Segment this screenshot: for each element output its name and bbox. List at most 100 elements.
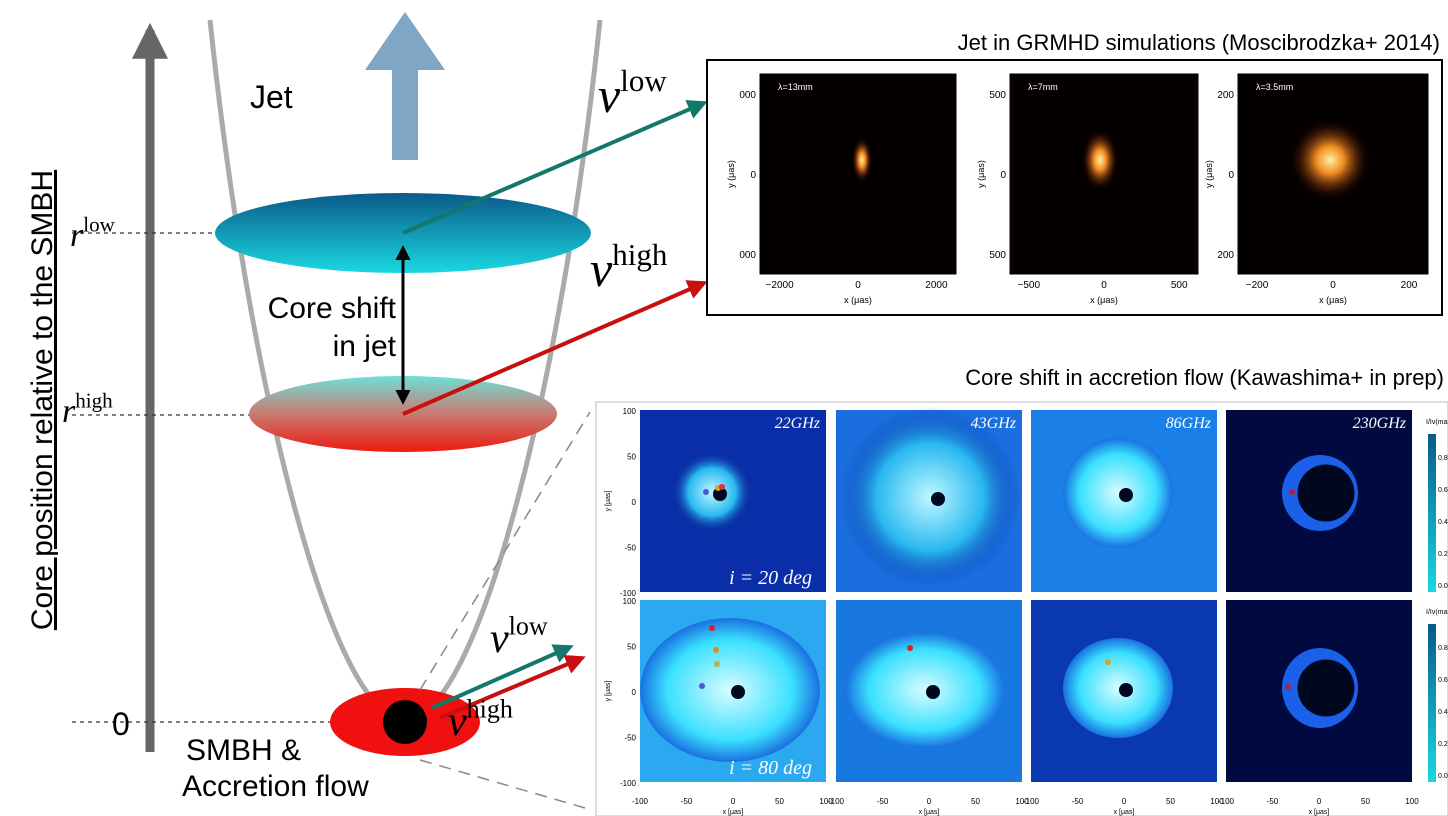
core-marker <box>719 484 725 490</box>
core-shift-label: Core shift <box>268 292 397 325</box>
emission <box>640 618 820 762</box>
x-tick-label: 0 <box>1330 280 1336 291</box>
x-tick-label: -50 <box>1267 797 1279 806</box>
shadow <box>926 685 940 699</box>
level-high: rhigh <box>62 389 113 430</box>
math-sup: high <box>467 694 513 723</box>
math-base: ν <box>598 67 621 123</box>
colorbar <box>1428 624 1436 782</box>
core-marker <box>714 661 720 667</box>
smbh-label: SMBH & <box>186 734 301 767</box>
x-axis-label: x (μas) <box>844 295 872 305</box>
colorbar-tick-label: 0.0 <box>1438 773 1448 780</box>
x-tick-label: 0 <box>1101 280 1107 291</box>
y-tick-label: 500 <box>989 90 1006 101</box>
math-sup: high <box>75 389 113 413</box>
x-tick-label: −500 <box>1018 280 1041 291</box>
x-tick-label: 500 <box>1171 280 1188 291</box>
x-tick-label: −200 <box>1246 280 1269 291</box>
math-base: ν <box>490 616 509 662</box>
emission <box>672 452 752 532</box>
core-marker <box>1285 684 1291 690</box>
level-low: rlow <box>70 213 116 254</box>
jet-glow <box>852 138 872 182</box>
x-tick-label: 0 <box>927 797 932 806</box>
y-tick-label: 100 <box>623 597 637 606</box>
jet-glow <box>1082 130 1118 190</box>
math-base: ν <box>448 699 467 745</box>
emission <box>1063 438 1173 548</box>
x-tick-label: 50 <box>775 797 784 806</box>
colorbar-tick-label: 0.6 <box>1438 677 1448 684</box>
black-hole <box>383 700 427 744</box>
core-shift-label: in jet <box>333 330 397 363</box>
nu-label: νhigh <box>590 237 668 297</box>
x-axis-label: x [μas] <box>723 809 744 816</box>
x-tick-label: 0 <box>731 797 736 806</box>
nu-label: νhigh <box>448 694 513 745</box>
wavelength-label: λ=3.5mm <box>1256 82 1293 92</box>
y-tick-label: 0 <box>632 498 637 507</box>
y-tick-label: 0 <box>632 688 637 697</box>
x-tick-label: -50 <box>877 797 889 806</box>
axis-label: Core position relative to the SMBH <box>26 170 59 630</box>
shadow <box>731 685 745 699</box>
jet-label: Jet <box>250 79 293 115</box>
x-tick-label: -100 <box>632 797 649 806</box>
shadow <box>931 492 945 506</box>
y-tick-label: 200 <box>1217 250 1234 261</box>
x-tick-label: -100 <box>1218 797 1235 806</box>
jet-glow <box>1290 120 1370 200</box>
wavelength-label: λ=7mm <box>1028 82 1058 92</box>
colorbar-tick-label: 0.2 <box>1438 741 1448 748</box>
x-tick-label: 0 <box>1317 797 1322 806</box>
dynamic: Core position relative to the SMBH rlow rh… <box>26 30 1448 816</box>
x-tick-label: 0 <box>1122 797 1127 806</box>
colorbar-tick-label: 0.6 <box>1438 487 1448 494</box>
y-tick-label: -50 <box>624 734 636 743</box>
panel-title: Jet in GRMHD simulations (Moscibrodzka+ … <box>958 30 1440 55</box>
x-tick-label: 50 <box>971 797 980 806</box>
colorbar-tick-label: 0.4 <box>1438 709 1448 716</box>
y-tick-label: 500 <box>989 250 1006 261</box>
inclination-label: i = 80 deg <box>729 757 812 779</box>
x-tick-label: 200 <box>1401 280 1418 291</box>
y-tick-label: 50 <box>627 643 636 652</box>
nu-label: νlow <box>598 63 667 123</box>
colorbar <box>1428 434 1436 592</box>
x-axis-label: x (μas) <box>1319 295 1347 305</box>
y-tick-label: 000 <box>739 250 756 261</box>
x-tick-label: 50 <box>1361 797 1370 806</box>
y-tick-label: 100 <box>623 407 637 416</box>
panel-title: Core shift in accretion flow (Kawashima+… <box>965 365 1444 390</box>
colorbar-tick-label: 0.4 <box>1438 519 1448 526</box>
colorbar-tick-label: 0.8 <box>1438 455 1448 462</box>
frequency-label: 43GHz <box>971 415 1017 432</box>
x-axis-label: x [μas] <box>1309 809 1330 816</box>
core-marker <box>713 647 719 653</box>
x-axis-label: x (μas) <box>1090 295 1118 305</box>
core-marker <box>699 683 705 689</box>
y-tick-label: 200 <box>1217 90 1234 101</box>
math-sup: high <box>612 237 668 272</box>
x-tick-label: -50 <box>681 797 693 806</box>
emission <box>845 632 1005 748</box>
emission <box>1063 638 1173 738</box>
emission <box>840 407 1020 587</box>
shadow <box>1298 465 1355 522</box>
x-tick-label: 100 <box>1405 797 1419 806</box>
core-marker <box>1105 659 1111 665</box>
x-tick-label: -100 <box>828 797 845 806</box>
math-sup: low <box>620 63 667 98</box>
inclination-label: i = 20 deg <box>729 567 812 589</box>
wavelength-label: λ=13mm <box>778 82 813 92</box>
y-axis-label: y (μas) <box>1204 160 1214 188</box>
shadow <box>1119 488 1133 502</box>
nu-high-arrow <box>403 283 704 414</box>
x-tick-label: -100 <box>1023 797 1040 806</box>
y-tick-label: -100 <box>620 779 637 788</box>
frequency-label: 230GHz <box>1353 415 1407 432</box>
core-marker <box>703 489 709 495</box>
x-axis-label: x [μas] <box>1114 809 1135 816</box>
x-tick-label: 50 <box>1166 797 1175 806</box>
